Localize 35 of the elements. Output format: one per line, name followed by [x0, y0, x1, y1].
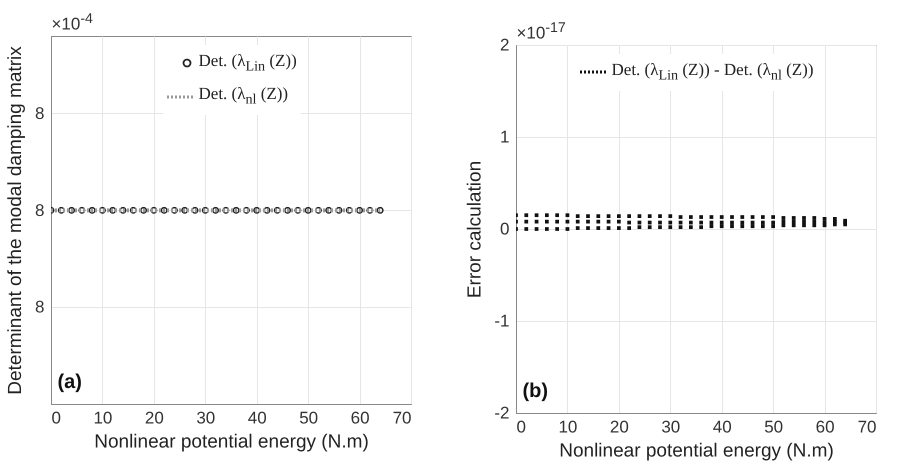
text: ×10$^{-4}$	[52, 10, 93, 34]
x-axis-title: Nonlinear potential energy (N.m)	[559, 440, 834, 462]
x-tick-label: 40	[248, 408, 267, 428]
x-tick-label: 0	[516, 418, 526, 436]
y-tick-label: 8	[35, 200, 44, 220]
annotation: (b)	[522, 380, 548, 402]
x-axis-title: Nonlinear potential energy (N.m)	[94, 432, 369, 452]
y-axis-title: Determinant of the modal damping matrix	[5, 46, 26, 395]
legend-label: Det. (λ$_{Lin}$ (Z))	[198, 50, 297, 76]
x-tick-label: 20	[610, 418, 629, 436]
x-tick-label: 30	[661, 418, 680, 436]
x-tick-label: 20	[144, 408, 164, 428]
x-tick-label: 0	[52, 408, 61, 428]
y-axis-title: Error calculation	[464, 160, 486, 298]
x-tick-label: 60	[350, 408, 370, 428]
x-tick-label: 70	[392, 408, 412, 428]
y-tick-label: 8	[35, 104, 44, 123]
y-tick-label: 2	[500, 36, 510, 54]
annotation: (a)	[58, 370, 82, 394]
x-tick-label: 70	[858, 418, 876, 436]
x-tick-label: 40	[712, 418, 732, 436]
legend-label: Det. (λ$_{nl}$ (Z))	[198, 82, 288, 110]
y-tick-label: 0	[500, 220, 510, 238]
y-tick-label: 1	[500, 128, 510, 146]
x-tick-label: 30	[196, 408, 216, 428]
legend-label: Det. (λ$_{Lin}$ (Z)) - Det. (λ$_{nl}$ (Z))	[612, 58, 814, 85]
x-tick-label: 50	[299, 408, 318, 428]
x-tick-label: 50	[764, 418, 784, 436]
y-tick-label: 8	[35, 298, 44, 317]
y-tick-label: -1	[494, 312, 510, 330]
x-tick-label: 10	[558, 418, 578, 436]
text: ×10$^{-17}$	[516, 20, 566, 44]
x-tick-label: 10	[93, 408, 112, 428]
x-tick-label: 60	[816, 418, 835, 436]
y-tick-label: -2	[494, 404, 510, 422]
